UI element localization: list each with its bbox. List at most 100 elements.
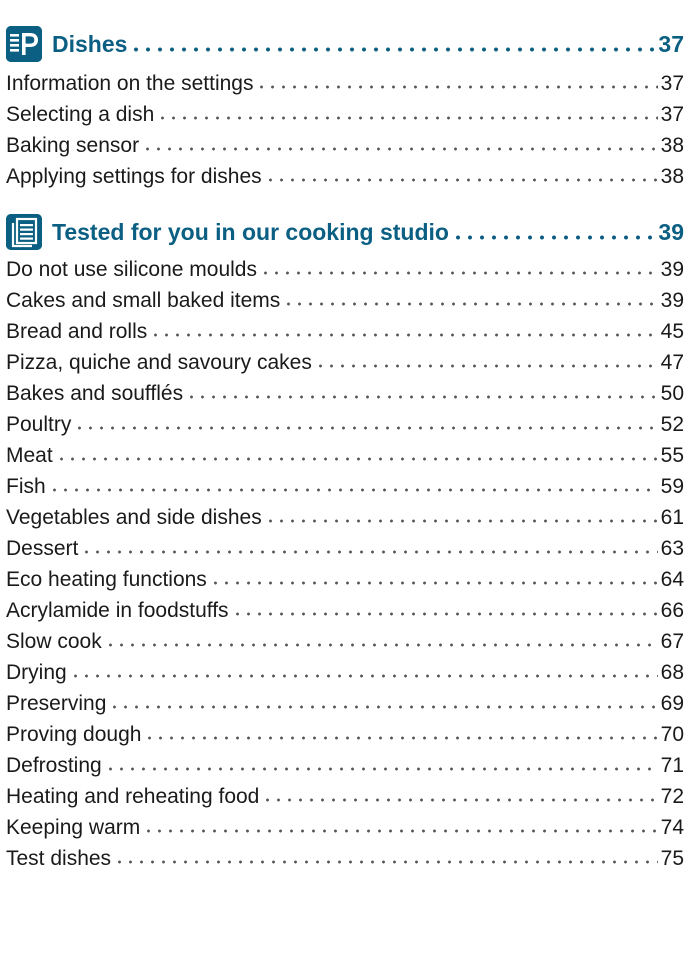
toc-entry[interactable]: Selecting a dish 37 <box>6 99 684 130</box>
toc-entry[interactable]: Eco heating functions 64 <box>6 564 684 595</box>
toc-entry-label: Keeping warm <box>6 816 141 839</box>
toc-entry[interactable]: Defrosting 71 <box>6 750 684 781</box>
dot-leader <box>109 688 658 719</box>
toc-entry-page: 63 <box>660 537 684 560</box>
dot-leader <box>264 161 658 192</box>
toc-entry-label: Bread and rolls <box>6 320 148 343</box>
toc-entry[interactable]: Information on the settings 37 <box>6 68 684 99</box>
dot-leader <box>256 68 658 99</box>
toc-entry-label: Test dishes <box>6 847 112 870</box>
program-p-icon <box>6 26 42 62</box>
section-title: Dishes <box>52 31 128 57</box>
toc-entry-page: 67 <box>660 630 684 653</box>
toc-entry[interactable]: Bread and rolls 45 <box>6 316 684 347</box>
toc-entry-page: 59 <box>660 475 684 498</box>
toc-entry[interactable]: Test dishes 75 <box>6 843 684 874</box>
toc-entry-label: Slow cook <box>6 630 102 653</box>
dot-leader <box>231 595 658 626</box>
toc-entry[interactable]: Preserving 69 <box>6 688 684 719</box>
toc-entry-page: 71 <box>660 754 684 777</box>
toc-entry[interactable]: Acrylamide in foodstuffs 66 <box>6 595 684 626</box>
toc-entry[interactable]: Proving dough 70 <box>6 719 684 750</box>
dot-leader <box>186 378 658 409</box>
toc-entry[interactable]: Drying 68 <box>6 657 684 688</box>
dot-leader <box>144 719 658 750</box>
section-heading-dishes[interactable]: Dishes 37 <box>6 26 684 62</box>
toc-entry-label: Do not use silicone moulds <box>6 258 257 281</box>
toc-entry[interactable]: Dessert 63 <box>6 533 684 564</box>
toc-entry-page: 69 <box>660 692 684 715</box>
toc-entry-label: Information on the settings <box>6 72 254 95</box>
section-title: Tested for you in our cooking studio <box>52 219 449 245</box>
toc-entry-label: Pizza, quiche and savoury cakes <box>6 351 312 374</box>
dot-leader <box>81 533 658 564</box>
toc-entry-page: 66 <box>660 599 684 622</box>
toc-entry-label: Bakes and soufflés <box>6 382 184 405</box>
dot-leader <box>157 99 658 130</box>
toc-entry-page: 52 <box>660 413 684 436</box>
dot-leader <box>74 409 658 440</box>
toc-entry-page: 72 <box>660 785 684 808</box>
toc-entry-page: 70 <box>660 723 684 746</box>
toc-entry-page: 37 <box>660 103 684 126</box>
toc-entry-label: Applying settings for dishes <box>6 165 262 188</box>
dot-leader <box>264 502 658 533</box>
dot-leader <box>48 471 658 502</box>
toc-entry-page: 50 <box>660 382 684 405</box>
dot-leader <box>69 657 658 688</box>
document-list-icon <box>6 214 42 250</box>
toc-entry[interactable]: Poultry 52 <box>6 409 684 440</box>
toc-entry-page: 61 <box>660 506 684 529</box>
toc-entry-label: Heating and reheating food <box>6 785 260 808</box>
dot-leader <box>104 626 658 657</box>
toc-entry-page: 55 <box>660 444 684 467</box>
dot-leader <box>259 254 658 285</box>
toc-entry[interactable]: Keeping warm 74 <box>6 812 684 843</box>
dot-leader <box>209 564 658 595</box>
toc-entry-label: Proving dough <box>6 723 142 746</box>
dot-leader <box>142 130 658 161</box>
toc-entry[interactable]: Pizza, quiche and savoury cakes 47 <box>6 347 684 378</box>
toc-entry-page: 37 <box>660 72 684 95</box>
toc-entry-label: Defrosting <box>6 754 102 777</box>
dot-leader <box>262 781 658 812</box>
toc-entry-page: 47 <box>660 351 684 374</box>
toc-entry-label: Vegetables and side dishes <box>6 506 262 529</box>
toc-entry-label: Fish <box>6 475 46 498</box>
toc-entry-page: 68 <box>660 661 684 684</box>
dot-leader <box>55 440 658 471</box>
dot-leader <box>104 750 658 781</box>
toc-entry-label: Drying <box>6 661 67 684</box>
toc-entry[interactable]: Do not use silicone moulds 39 <box>6 254 684 285</box>
toc-entry[interactable]: Heating and reheating food 72 <box>6 781 684 812</box>
toc-entry-page: 39 <box>660 258 684 281</box>
toc-entry-page: 39 <box>660 289 684 312</box>
toc-entry[interactable]: Fish 59 <box>6 471 684 502</box>
toc-entry[interactable]: Vegetables and side dishes 61 <box>6 502 684 533</box>
toc-entry-page: 75 <box>660 847 684 870</box>
dot-leader <box>314 347 658 378</box>
toc-entry-label: Meat <box>6 444 53 467</box>
toc-entry-label: Baking sensor <box>6 134 140 157</box>
toc-entry-label: Cakes and small baked items <box>6 289 281 312</box>
toc-entry-page: 38 <box>660 165 684 188</box>
toc-entry[interactable]: Baking sensor 38 <box>6 130 684 161</box>
toc-entry[interactable]: Bakes and soufflés 50 <box>6 378 684 409</box>
toc-entry-label: Eco heating functions <box>6 568 207 591</box>
dot-leader <box>150 316 658 347</box>
toc-entry-label: Poultry <box>6 413 72 436</box>
toc-entry[interactable]: Meat 55 <box>6 440 684 471</box>
toc-entry-page: 45 <box>660 320 684 343</box>
toc-entry-label: Selecting a dish <box>6 103 155 126</box>
toc-entry-page: 64 <box>660 568 684 591</box>
dot-leader <box>451 214 656 250</box>
toc-entry-page: 74 <box>660 816 684 839</box>
toc-entry[interactable]: Slow cook 67 <box>6 626 684 657</box>
toc-entry[interactable]: Cakes and small baked items 39 <box>6 285 684 316</box>
dot-leader <box>130 26 656 62</box>
section-heading-tested-for-you[interactable]: Tested for you in our cooking studio 39 <box>6 214 684 250</box>
toc-entry[interactable]: Applying settings for dishes 38 <box>6 161 684 192</box>
section-page-number: 37 <box>658 31 684 57</box>
toc-entry-label: Acrylamide in foodstuffs <box>6 599 229 622</box>
dot-leader <box>114 843 658 874</box>
